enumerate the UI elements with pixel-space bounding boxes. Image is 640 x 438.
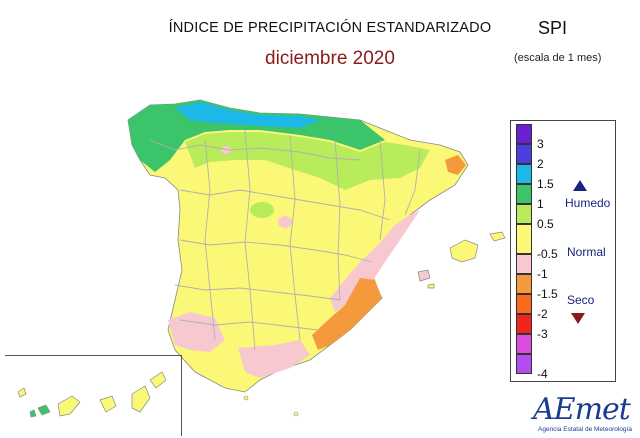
island-menorca [489,231,506,242]
legend-tick: -3 [537,327,548,341]
normal-label: Normal [567,245,606,259]
island-ibiza [417,269,431,282]
region-lightgreen-center [250,202,274,218]
legend-tick: -2 [537,307,548,321]
region-blue-cantabrian [175,102,320,128]
legend-swatch-2-3 [516,144,532,164]
legend-tick: -1 [537,267,548,281]
legend-swatch-m1-m0_5 [516,254,532,274]
legend-tick: 2 [537,157,544,171]
region-orange-northeast [445,155,466,175]
index-name: SPI [538,18,568,38]
region-pink-east [330,210,420,312]
melilla [293,411,299,417]
map-title: ÍNDICE DE PRECIPITACIÓN ESTANDARIZADO [168,20,492,36]
ceuta [243,395,249,401]
region-pink-south [238,340,310,378]
region-pink-north [221,146,231,154]
region-pink-southwest [168,312,225,352]
region-pink-center [278,216,292,228]
canary-inset-frame [5,355,182,436]
island-formentera [427,283,435,289]
legend-swatch-normal [516,224,532,254]
legend-tick: -4 [537,367,548,381]
legend-tick: 0.5 [537,217,554,231]
legend-tick: 1 [537,197,544,211]
aemet-logo-subtitle: Agencia Estatal de Meteorología [538,426,632,433]
legend-tick: -1.5 [537,287,558,301]
legend-swatch-0_5-1 [516,204,532,224]
spi-legend: 3 2 1.5 1 0.5 -0.5 -1 -1.5 -2 -3 -4 Hume… [510,120,616,382]
legend-tick: 1.5 [537,177,554,191]
map-subtitle: diciembre 2020 [265,48,395,69]
island-mallorca [449,239,479,263]
legend-swatch-gt3 [516,124,532,144]
province-borders [149,129,421,351]
region-orange-southeast [312,278,382,350]
legend-swatch-1-1_5 [516,184,532,204]
humid-arrow-icon [573,180,587,191]
legend-tick: 3 [537,137,544,151]
legend-swatch-1_5-2 [516,164,532,184]
canary-islands [17,371,167,418]
legend-swatch-m1_5-m1 [516,274,532,294]
legend-swatch-m4-m3 [516,334,532,354]
humid-label: Humedo [565,196,611,210]
scale-note: (escala de 1 mes) [514,52,602,64]
legend-swatch-m2-m1_5 [516,294,532,314]
legend-tick: -0.5 [537,247,558,261]
dry-arrow-icon [571,313,585,324]
legend-swatch-m3-m2 [516,314,532,334]
dry-label: Seco [567,293,595,307]
aemet-logo: AEmet [533,392,631,427]
legend-swatch-lt-m4 [516,354,532,374]
